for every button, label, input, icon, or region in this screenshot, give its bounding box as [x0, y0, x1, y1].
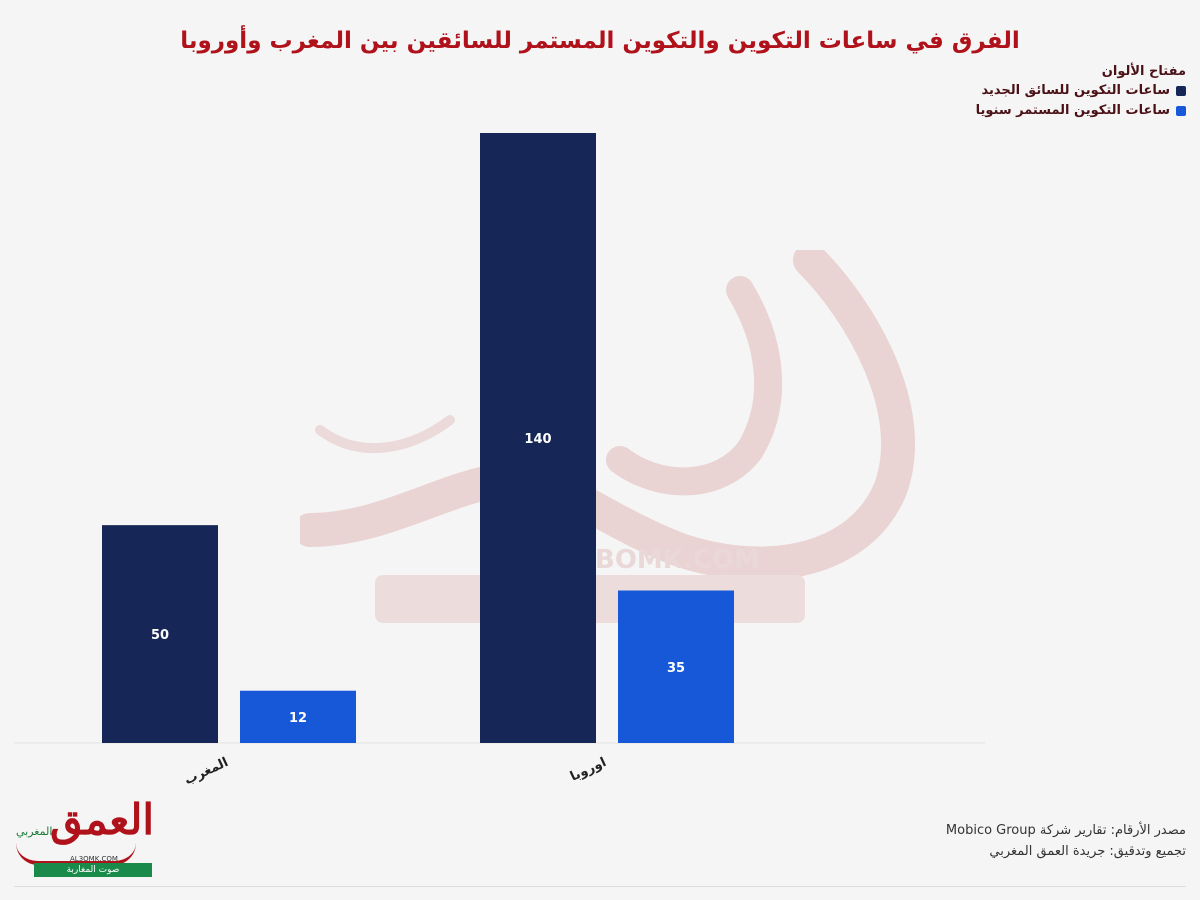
category-label-0: المغرب [182, 755, 231, 788]
footer: مصدر الأرقام: تقارير شركة Mobico Group ت… [946, 820, 1186, 862]
bar-0-0 [102, 525, 218, 743]
category-label-1: اوروبا [568, 755, 609, 785]
legend-label-continuous: ساعات التكوين المستمر سنويا [975, 103, 1170, 118]
data-label-0-0: 50 [151, 628, 169, 643]
legend-swatch-new-driver [1176, 85, 1186, 96]
legend-item-continuous: ساعات التكوين المستمر سنويا [976, 103, 1186, 118]
brand-logo: العمق المغربي AL3OMK.COM صوت المغاربة [12, 795, 162, 880]
logo-sub-text: المغربي [16, 825, 53, 838]
legend: مفتاح الألوان ساعات التكوين للسائق الجدي… [976, 64, 1186, 123]
watermark-text: BOMK.COM [595, 545, 760, 575]
credit-note: تجميع وتدقيق: جريدة العمق المغربي [989, 844, 1186, 859]
bar-1-1 [618, 590, 734, 743]
logo-url: AL3OMK.COM [70, 855, 118, 863]
legend-swatch-continuous [1176, 105, 1186, 116]
legend-label-new-driver: ساعات التكوين للسائق الجديد [981, 83, 1170, 98]
bar-1-0 [480, 133, 596, 743]
bar-0-1 [240, 690, 356, 743]
footer-divider [14, 886, 1186, 887]
data-label-1-0: 140 [524, 432, 551, 447]
legend-item-new-driver: ساعات التكوين للسائق الجديد [976, 83, 1186, 98]
legend-title: مفتاح الألوان [1101, 64, 1186, 79]
logo-main-text: العمق [50, 795, 155, 844]
data-label-0-1: 12 [289, 711, 307, 726]
chart-title: الفرق في ساعات التكوين والتكوين المستمر … [180, 28, 1020, 54]
logo-strip: صوت المغاربة [34, 863, 152, 877]
source-note: مصدر الأرقام: تقارير شركة Mobico Group [945, 823, 1186, 838]
data-label-1-1: 35 [667, 661, 685, 676]
